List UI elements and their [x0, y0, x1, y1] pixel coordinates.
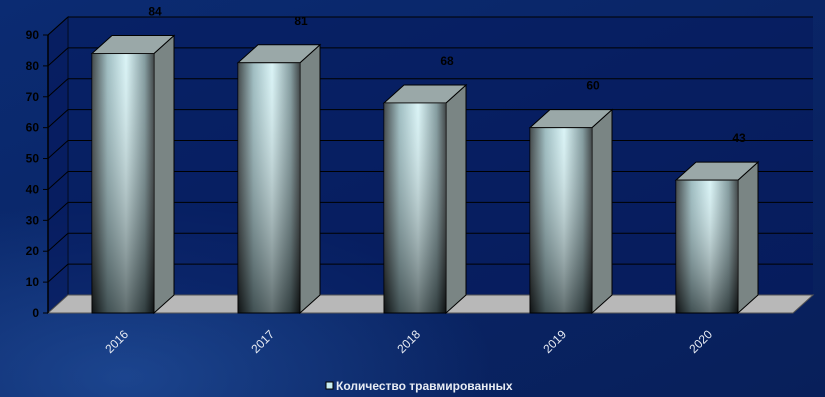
gridline — [47, 140, 69, 159]
data-label: 81 — [294, 14, 308, 28]
bar-shade — [384, 102, 446, 313]
gridline — [47, 171, 69, 190]
bar — [90, 34, 176, 315]
bar-shade — [92, 53, 154, 314]
gridline — [47, 263, 69, 283]
gridline — [47, 109, 69, 129]
bar-side — [591, 108, 613, 315]
bar — [674, 161, 760, 315]
y-tick-label: 10 — [26, 275, 40, 289]
y-tick-label: 50 — [26, 152, 40, 166]
data-label: 84 — [148, 5, 162, 19]
gridline — [47, 201, 69, 221]
data-labels: 84 81 68 60 43 — [148, 5, 746, 146]
y-tick-label: 80 — [26, 59, 40, 73]
y-tick-label: 40 — [26, 182, 40, 196]
y-tick-label: 20 — [26, 244, 40, 258]
y-axis: 0 10 20 30 40 50 60 70 80 90 — [26, 28, 49, 320]
bar-side — [737, 161, 759, 315]
bar — [236, 43, 322, 315]
bars — [90, 34, 760, 315]
y-tick-label: 60 — [26, 121, 40, 135]
y-tick-label: 70 — [26, 90, 40, 104]
bar — [382, 83, 468, 315]
bar — [528, 108, 614, 315]
y-tick-label: 30 — [26, 213, 40, 227]
data-label: 60 — [586, 79, 600, 93]
bar-shade — [676, 180, 738, 313]
data-label: 43 — [732, 131, 746, 145]
data-label: 68 — [440, 54, 454, 68]
legend-label: Количество травмированных — [336, 379, 513, 393]
gridline — [47, 78, 69, 98]
bar-side — [445, 83, 467, 315]
bar-side — [153, 34, 175, 315]
bar-shade — [238, 62, 300, 313]
bar-side — [299, 43, 321, 315]
side-wall — [47, 15, 69, 315]
y-tick-label: 90 — [26, 28, 40, 42]
legend-swatch — [325, 381, 334, 390]
gridline — [47, 47, 69, 67]
y-tick-label: 0 — [32, 306, 39, 320]
gridline — [47, 16, 69, 36]
bar-shade — [530, 127, 592, 314]
gridline — [47, 232, 69, 252]
legend: Количество травмированных — [325, 379, 513, 393]
